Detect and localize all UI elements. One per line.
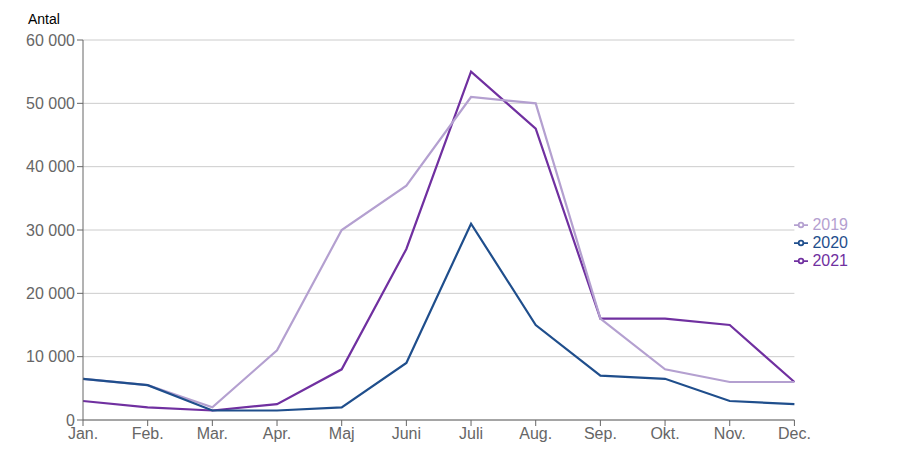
svg-text:Sep.: Sep.	[584, 425, 617, 442]
html-text:Antal: Antal	[28, 11, 60, 27]
svg-text:Mar.: Mar.	[197, 425, 228, 442]
svg-text:50 000: 50 000	[26, 95, 75, 112]
html-text:2021: 2021	[812, 251, 848, 269]
svg-text:10 000: 10 000	[26, 348, 75, 365]
html-text:2019: 2019	[812, 215, 848, 233]
svg-text:Aug.: Aug.	[519, 425, 552, 442]
html-text:2020: 2020	[812, 233, 848, 251]
svg-text:Dec.: Dec.	[778, 425, 811, 442]
svg-text:Apr.: Apr.	[263, 425, 291, 442]
svg-text:60 000: 60 000	[26, 32, 75, 49]
svg-text:Juli: Juli	[459, 425, 483, 442]
svg-text:Maj: Maj	[329, 425, 355, 442]
svg-text:Feb.: Feb.	[132, 425, 164, 442]
svg-text:30 000: 30 000	[26, 222, 75, 239]
svg-text:Jan.: Jan.	[67, 425, 99, 443]
svg-text:Nov.: Nov.	[714, 425, 746, 442]
svg-text:Okt.: Okt.	[650, 425, 679, 442]
svg-text:40 000: 40 000	[26, 158, 75, 175]
svg-text:0: 0	[66, 412, 75, 429]
svg-text:Juni: Juni	[392, 425, 421, 442]
svg-text:20 000: 20 000	[26, 285, 75, 302]
